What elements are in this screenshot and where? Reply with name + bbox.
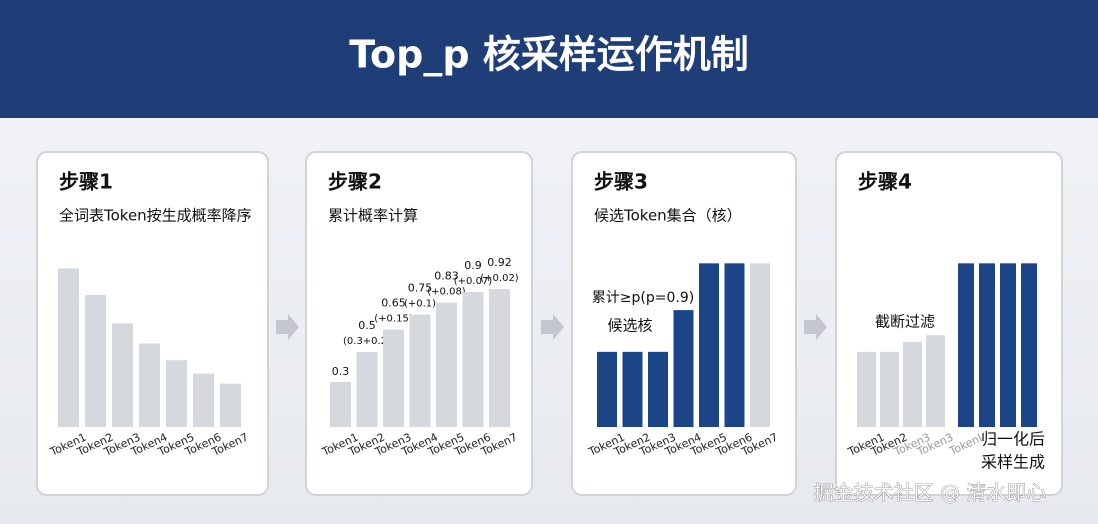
step-subtitle: 全词表Token按生成概率降序 xyxy=(59,207,252,225)
bar xyxy=(489,289,510,427)
bar xyxy=(436,302,457,427)
annotation: 归一化后 xyxy=(981,430,1045,449)
value-label: 0.5 xyxy=(358,319,376,332)
annotation: 候选核 xyxy=(607,317,652,335)
annotation: 采样生成 xyxy=(981,453,1045,472)
bar xyxy=(597,351,617,427)
arrows xyxy=(276,314,827,340)
bar xyxy=(1000,263,1016,427)
bar xyxy=(58,268,79,427)
header-band xyxy=(0,0,1098,118)
bar xyxy=(622,351,643,427)
step-title: 步骤3 xyxy=(594,170,648,194)
step-subtitle: 累计概率计算 xyxy=(328,207,418,225)
bar xyxy=(880,351,899,427)
bar xyxy=(699,263,719,427)
increment-label: (0.3+0.2) xyxy=(343,336,391,347)
increment-label: (+0.08) xyxy=(427,287,466,298)
bar xyxy=(648,351,668,427)
increment-label: (+0.15) xyxy=(374,314,413,325)
value-label: 0.75 xyxy=(408,282,433,295)
title: Top_p 核采样运作机制 xyxy=(349,33,749,77)
value-label: 0.9 xyxy=(464,259,482,272)
panels: 步骤1全词表Token按生成概率降序Token1Token2Token3Toke… xyxy=(36,151,1063,496)
bar xyxy=(112,323,133,427)
annotation: 累计≥p(p=0.9) xyxy=(592,290,694,306)
arrow xyxy=(276,314,299,340)
bar xyxy=(220,383,241,427)
bar xyxy=(193,373,214,427)
value-label: 0.83 xyxy=(434,270,459,283)
bar xyxy=(857,351,876,427)
bar xyxy=(383,329,404,427)
value-label: 0.3 xyxy=(332,365,350,378)
bar xyxy=(166,360,187,427)
bar xyxy=(409,314,431,427)
bar xyxy=(903,341,922,427)
value-label: 0.92 xyxy=(487,256,512,269)
step-subtitle: 候选Token集合（核） xyxy=(594,207,742,225)
bar xyxy=(356,352,378,427)
step-title: 步骤1 xyxy=(59,170,113,194)
increment-label: (+0.1) xyxy=(404,299,436,310)
watermark: 掘金技术社区 @ 清水即心 xyxy=(814,481,1047,505)
bar xyxy=(85,295,106,427)
arrow xyxy=(541,314,564,340)
bar xyxy=(330,382,351,427)
increment-label: (+0.07) xyxy=(454,276,493,287)
bar xyxy=(1021,263,1037,427)
bar xyxy=(673,310,694,427)
bar xyxy=(926,335,945,427)
bar xyxy=(139,343,160,427)
bar xyxy=(750,263,770,427)
increment-label: (+0.02) xyxy=(480,273,519,284)
step-title: 步骤2 xyxy=(328,170,382,194)
bar xyxy=(958,263,974,427)
bar xyxy=(979,263,995,427)
value-label: 0.65 xyxy=(381,297,406,310)
arrow xyxy=(804,314,827,340)
annotation: 截断过滤 xyxy=(875,313,935,331)
bar xyxy=(724,263,745,427)
bar xyxy=(462,292,484,427)
step-title: 步骤4 xyxy=(858,170,912,194)
